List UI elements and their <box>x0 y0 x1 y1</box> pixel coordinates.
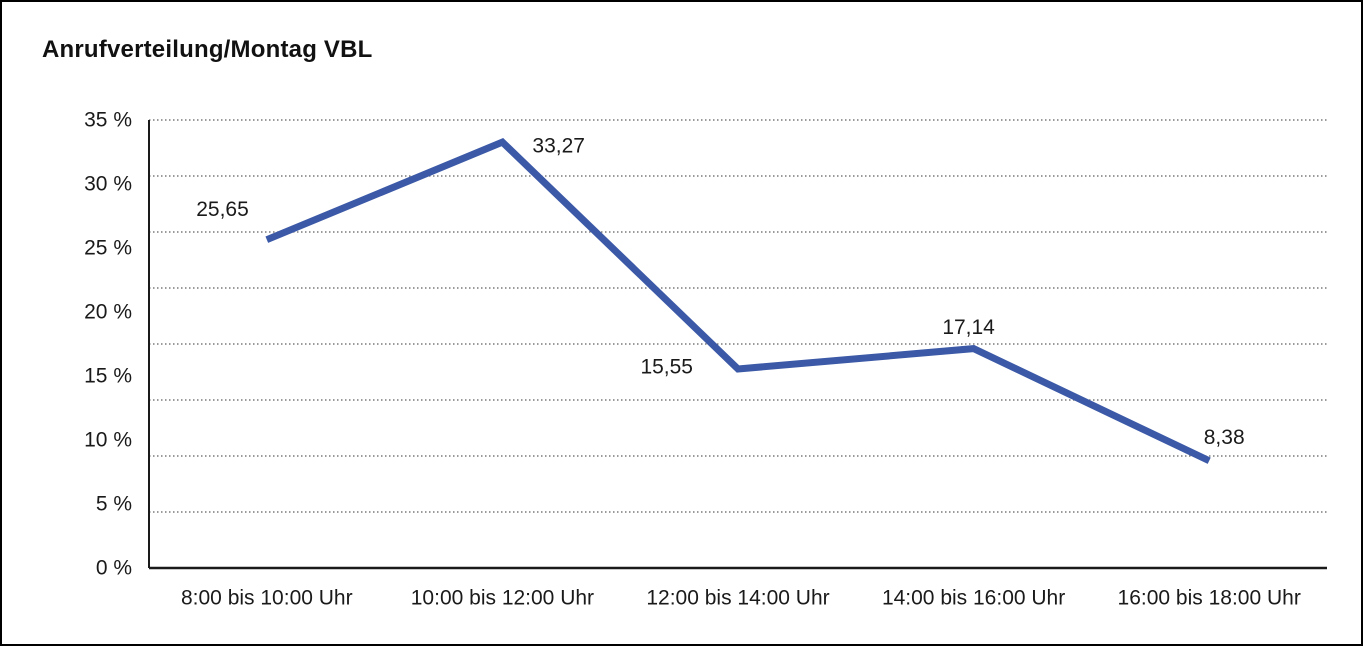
y-axis-tick-label: 5 % <box>96 493 132 516</box>
x-axis-category-label: 8:00 bis 10:00 Uhr <box>181 587 353 610</box>
y-axis-tick-label: 15 % <box>84 365 132 388</box>
data-point-label: 17,14 <box>942 316 995 339</box>
y-axis-tick-label: 0 % <box>96 557 132 580</box>
y-axis-tick-label: 30 % <box>84 173 132 196</box>
chart-title: Anrufverteilung/Montag VBL <box>42 36 373 63</box>
x-axis-category-label: 16:00 bis 18:00 Uhr <box>1118 587 1301 610</box>
y-axis-tick-label: 10 % <box>84 429 132 452</box>
data-point-label: 8,38 <box>1204 426 1245 449</box>
y-axis-tick-label: 20 % <box>84 301 132 324</box>
data-point-label: 25,65 <box>196 198 249 221</box>
y-axis-tick-label: 35 % <box>84 109 132 132</box>
y-axis-tick-label: 25 % <box>84 237 132 260</box>
x-axis-category-label: 14:00 bis 16:00 Uhr <box>882 587 1065 610</box>
series-line <box>265 138 1211 464</box>
x-axis-category-label: 12:00 bis 14:00 Uhr <box>646 587 829 610</box>
data-point-label: 33,27 <box>532 135 585 158</box>
x-axis-category-label: 10:00 bis 12:00 Uhr <box>411 587 594 610</box>
data-point-label: 15,55 <box>640 355 693 378</box>
